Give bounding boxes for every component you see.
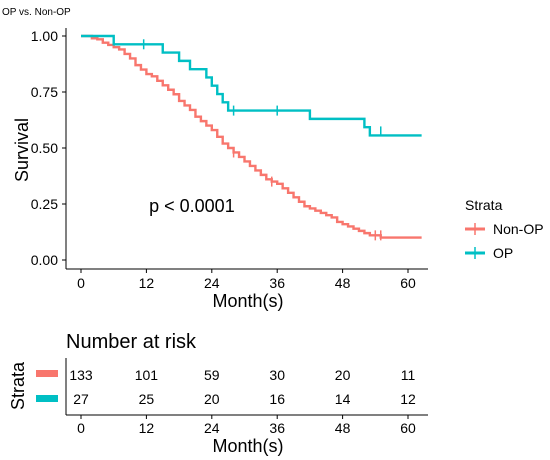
risk-value-op: 20 — [204, 391, 220, 407]
risk-value-op: 27 — [73, 391, 89, 407]
risk-x-axis-title: Month(s) — [212, 436, 283, 456]
x-tick-label: 0 — [77, 275, 85, 291]
risk-value-non-op: 11 — [401, 367, 416, 383]
y-tick-label: 0.50 — [31, 140, 58, 156]
km-curves — [81, 34, 422, 239]
legend: Strata Non-OP OP — [465, 197, 544, 261]
legend-label-non-op: Non-OP — [493, 221, 544, 237]
x-axis-title: Month(s) — [212, 291, 283, 311]
legend-item-non-op: Non-OP — [465, 221, 544, 237]
risk-value-non-op: 101 — [135, 367, 159, 383]
risk-value-non-op: 133 — [69, 367, 93, 383]
plot-title: OP vs. Non-OP — [2, 7, 71, 18]
km-curve-op — [81, 34, 422, 137]
risk-value-op: 25 — [139, 391, 155, 407]
risk-values: 133 101 59 30 20 11 27 25 20 16 14 12 — [69, 367, 416, 407]
risk-x-tick-label: 12 — [139, 420, 155, 436]
risk-x-tick-label: 0 — [77, 420, 85, 436]
x-ticks: 0 12 24 36 48 60 — [77, 269, 416, 291]
p-value-annotation: p < 0.0001 — [149, 196, 235, 216]
x-tick-label: 24 — [204, 275, 220, 291]
y-tick-label: 0.25 — [31, 196, 58, 212]
y-tick-label: 1.00 — [31, 28, 58, 44]
risk-x-ticks: 0 12 24 36 48 60 — [77, 415, 416, 436]
risk-x-tick-label: 24 — [204, 420, 220, 436]
risk-value-non-op: 59 — [204, 367, 220, 383]
x-tick-label: 36 — [269, 275, 285, 291]
legend-item-op: OP — [465, 245, 513, 261]
y-axis-title: Survival — [12, 118, 32, 182]
x-tick-label: 60 — [400, 275, 416, 291]
legend-label-op: OP — [493, 245, 513, 261]
risk-value-non-op: 20 — [335, 367, 351, 383]
x-tick-label: 48 — [335, 275, 351, 291]
risk-key-op — [36, 395, 58, 402]
km-censor-marks — [142, 39, 382, 241]
risk-table-title: Number at risk — [66, 331, 197, 353]
risk-y-axis-title: Strata — [8, 361, 28, 410]
risk-key-non-op — [36, 370, 58, 377]
y-tick-label: 0.00 — [31, 252, 58, 268]
risk-table: 133 101 59 30 20 11 27 25 20 16 14 12 0 12 24 36 48 60 S… — [8, 358, 428, 456]
y-ticks: 0.00 0.25 0.50 0.75 1.00 — [31, 28, 66, 268]
x-tick-label: 12 — [139, 275, 155, 291]
risk-x-tick-label: 36 — [269, 420, 285, 436]
y-tick-label: 0.75 — [31, 84, 58, 100]
risk-value-op: 12 — [400, 391, 416, 407]
km-plot: 0.00 0.25 0.50 0.75 1.00 0 12 24 36 48 60 Surviva… — [12, 28, 428, 311]
risk-value-op: 16 — [269, 391, 285, 407]
km-curve-non-op — [81, 34, 422, 239]
risk-value-op: 14 — [335, 391, 351, 407]
risk-x-tick-label: 60 — [400, 420, 416, 436]
risk-x-tick-label: 48 — [335, 420, 351, 436]
risk-value-non-op: 30 — [269, 367, 285, 383]
legend-title: Strata — [465, 197, 503, 213]
